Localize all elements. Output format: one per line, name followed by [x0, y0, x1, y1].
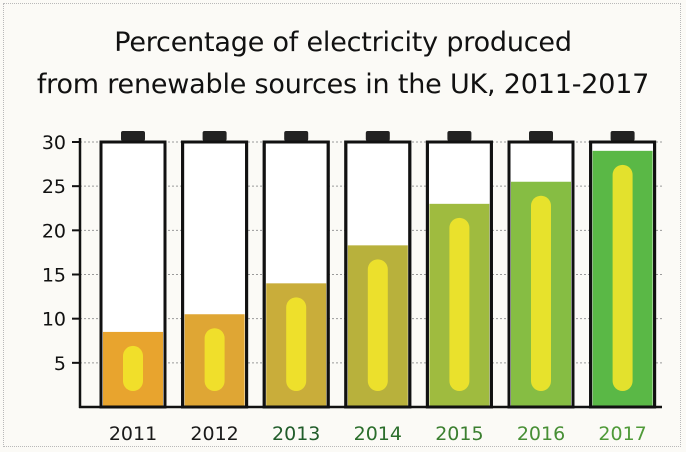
battery-cap-2015 [447, 131, 472, 141]
y-tick-label-20: 20 [42, 220, 66, 242]
battery-cap-2013 [284, 131, 309, 141]
battery-cap-2017 [610, 131, 635, 141]
bar-highlight-2013 [286, 297, 307, 391]
battery-outline-2011 [99, 140, 167, 409]
battery-outline-2013 [262, 140, 330, 409]
y-tick-label-15: 15 [42, 265, 66, 287]
chart-frame [3, 3, 681, 447]
bars [99, 131, 657, 409]
x-tick-label-2017: 2017 [598, 423, 646, 445]
bar-highlight-2015 [449, 217, 470, 391]
battery-outline-2017 [589, 140, 657, 409]
chart-title-line-1: Percentage of electricity produced [114, 27, 572, 58]
bar-2014 [344, 131, 412, 409]
battery-cap-2014 [365, 131, 390, 141]
battery-cap-2012 [202, 131, 227, 141]
bar-highlight-2017 [612, 164, 633, 391]
battery-outline-2012 [181, 140, 249, 409]
battery-cap-2011 [121, 131, 145, 141]
chart-title-line-2: from renewable sources in the UK, 2011-2… [36, 69, 650, 100]
y-tick-label-5: 5 [54, 353, 66, 375]
y-tick-label-30: 30 [42, 132, 66, 154]
bar-2017 [589, 131, 657, 409]
x-tick-label-2016: 2016 [517, 423, 565, 445]
chart-title: Percentage of electricity produced from … [0, 22, 686, 106]
y-tick-label-25: 25 [42, 176, 66, 198]
battery-outline-2016 [507, 140, 575, 409]
x-axis: 2011 2012 2013 2014 2015 2016 2017 [109, 423, 647, 445]
bar-2012 [181, 131, 249, 409]
bar-highlight-2014 [367, 259, 388, 391]
bar-highlight-2012 [204, 328, 225, 391]
y-tick-label-10: 10 [42, 309, 66, 331]
bar-2015 [425, 131, 493, 409]
bar-2016 [507, 131, 575, 409]
x-tick-label-2011: 2011 [109, 423, 157, 445]
battery-outline-2015 [425, 140, 493, 409]
x-tick-label-2013: 2013 [272, 423, 320, 445]
bar-2011 [99, 131, 167, 409]
battery-outline-2014 [344, 140, 412, 409]
bar-highlight-2016 [531, 195, 551, 391]
x-tick-label-2012: 2012 [190, 423, 238, 445]
x-tick-label-2015: 2015 [435, 423, 483, 445]
bar-highlight-2011 [123, 345, 143, 391]
bar-2013 [262, 131, 330, 409]
battery-cap-2016 [529, 131, 553, 141]
x-tick-label-2014: 2014 [354, 423, 402, 445]
